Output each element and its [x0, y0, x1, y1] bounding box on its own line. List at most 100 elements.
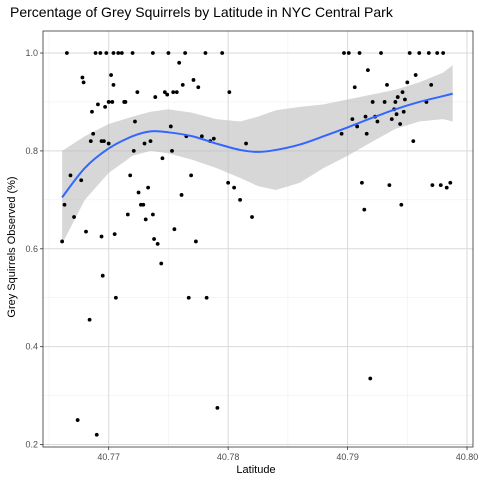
- data-point: [232, 185, 237, 190]
- data-point: [88, 139, 93, 144]
- x-axis-ticks: 40.77 40.78 40.79 40.80: [97, 447, 478, 462]
- data-point: [104, 51, 109, 55]
- data-point: [62, 202, 67, 207]
- data-point: [203, 51, 208, 55]
- data-point: [365, 68, 370, 73]
- data-point: [346, 51, 351, 55]
- data-point: [141, 202, 146, 207]
- data-point: [393, 100, 398, 104]
- data-point: [435, 51, 440, 55]
- data-point: [165, 92, 170, 97]
- data-point: [148, 139, 153, 144]
- data-point: [189, 173, 194, 178]
- data-point: [171, 90, 176, 95]
- data-point: [168, 124, 173, 129]
- data-point: [405, 80, 410, 85]
- data-point: [395, 95, 400, 99]
- data-point: [81, 80, 86, 85]
- data-point: [131, 149, 136, 153]
- data-point: [113, 295, 118, 300]
- data-point: [111, 51, 116, 55]
- data-point: [426, 51, 431, 55]
- data-point: [93, 51, 98, 55]
- data-point: [160, 156, 165, 161]
- x-tick-label: 40.79: [336, 452, 359, 462]
- data-point: [363, 114, 368, 119]
- data-point: [352, 85, 357, 90]
- data-point: [146, 185, 151, 190]
- data-point: [430, 183, 435, 188]
- data-point: [191, 78, 196, 82]
- data-point: [135, 90, 140, 95]
- data-point: [136, 190, 141, 195]
- data-point: [90, 109, 94, 114]
- data-point: [250, 215, 254, 219]
- data-point: [166, 51, 171, 55]
- smooth-trend-line: [61, 92, 453, 199]
- data-point: [339, 131, 344, 136]
- data-point: [211, 136, 216, 141]
- data-point: [109, 73, 113, 77]
- data-point: [220, 51, 225, 55]
- data-point: [153, 95, 158, 99]
- data-point: [87, 317, 92, 322]
- data-point: [375, 119, 380, 124]
- data-point: [159, 261, 164, 266]
- data-point: [143, 217, 148, 222]
- data-point: [84, 229, 88, 234]
- x-tick-label: 40.77: [97, 452, 120, 462]
- data-point: [68, 173, 73, 178]
- data-point: [60, 239, 65, 244]
- x-axis-title: Latitude: [236, 464, 275, 476]
- data-point: [186, 295, 191, 300]
- data-point: [350, 117, 355, 121]
- data-point: [180, 82, 185, 87]
- data-point: [142, 141, 147, 146]
- chart-title: Percentage of Grey Squirrels by Latitude…: [10, 4, 394, 20]
- data-point: [382, 100, 387, 104]
- y-axis-ticks: 0.2 0.4 0.6 0.8 1.0: [25, 48, 43, 450]
- plot-panel: [42, 30, 474, 448]
- data-point: [357, 51, 362, 55]
- data-point: [116, 51, 121, 55]
- data-point: [96, 102, 100, 107]
- data-point: [227, 90, 232, 95]
- data-point: [75, 418, 80, 422]
- data-point: [444, 185, 449, 190]
- data-point: [183, 51, 188, 55]
- data-point: [196, 85, 201, 90]
- data-point: [370, 100, 375, 104]
- x-tick-label: 40.80: [456, 452, 479, 462]
- data-point: [102, 139, 106, 144]
- data-point: [91, 131, 96, 136]
- data-point: [360, 180, 364, 185]
- data-point: [119, 51, 124, 55]
- y-axis-title: Grey Squirrels Observed (%): [6, 176, 18, 317]
- y-tick-label: 0.6: [25, 244, 38, 254]
- data-point: [103, 104, 108, 109]
- data-point: [244, 141, 248, 146]
- data-point: [407, 51, 412, 55]
- data-point: [98, 51, 103, 55]
- data-point: [179, 193, 184, 197]
- data-point: [400, 90, 405, 95]
- data-point: [64, 51, 69, 55]
- data-point: [170, 149, 174, 153]
- data-point: [125, 212, 130, 217]
- data-point: [79, 178, 84, 183]
- data-point: [106, 100, 111, 104]
- data-point: [199, 134, 204, 139]
- data-point: [172, 227, 177, 232]
- data-point: [394, 112, 399, 117]
- data-point: [238, 197, 242, 202]
- data-point: [411, 139, 416, 144]
- data-point: [401, 109, 406, 114]
- data-point: [399, 202, 404, 207]
- data-point: [150, 212, 155, 217]
- y-tick-label: 1.0: [25, 48, 38, 58]
- data-point: [355, 124, 360, 129]
- data-point: [111, 82, 116, 87]
- data-point: [204, 295, 209, 300]
- data-point: [448, 180, 453, 185]
